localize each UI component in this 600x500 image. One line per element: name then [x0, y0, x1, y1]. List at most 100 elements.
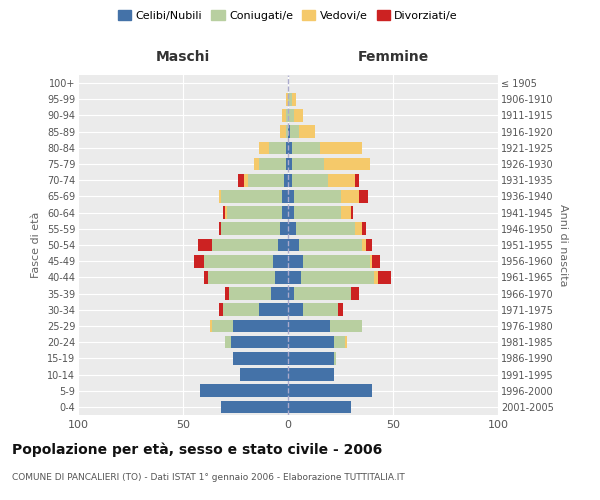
- Bar: [295, 206, 341, 219]
- Bar: [288, 222, 296, 235]
- Text: Popolazione per età, sesso e stato civile - 2006: Popolazione per età, sesso e stato civil…: [12, 442, 382, 457]
- Bar: [303, 255, 370, 268]
- Bar: [341, 206, 351, 219]
- Bar: [292, 142, 320, 154]
- Bar: [193, 255, 204, 268]
- Bar: [338, 304, 343, 316]
- Bar: [320, 142, 361, 154]
- Text: Femmine: Femmine: [358, 50, 428, 64]
- Bar: [361, 238, 366, 252]
- Bar: [286, 158, 288, 170]
- Bar: [223, 304, 259, 316]
- Bar: [282, 206, 288, 219]
- Bar: [282, 190, 288, 202]
- Bar: [288, 288, 295, 300]
- Bar: [233, 320, 288, 332]
- Bar: [288, 255, 303, 268]
- Bar: [259, 304, 288, 316]
- Bar: [271, 288, 288, 300]
- Bar: [355, 174, 359, 186]
- Bar: [345, 336, 347, 348]
- Bar: [303, 304, 338, 316]
- Bar: [288, 158, 292, 170]
- Bar: [374, 271, 379, 283]
- Bar: [288, 368, 334, 381]
- Bar: [361, 222, 366, 235]
- Bar: [288, 384, 372, 397]
- Bar: [282, 109, 286, 122]
- Bar: [284, 174, 288, 186]
- Bar: [288, 93, 292, 106]
- Bar: [286, 93, 288, 106]
- Bar: [290, 126, 299, 138]
- Bar: [218, 190, 221, 202]
- Bar: [288, 109, 295, 122]
- Bar: [295, 190, 341, 202]
- Text: COMUNE DI PANCALIERI (TO) - Dati ISTAT 1° gennaio 2006 - Elaborazione TUTTITALIA: COMUNE DI PANCALIERI (TO) - Dati ISTAT 1…: [12, 472, 405, 482]
- Bar: [254, 158, 259, 170]
- Bar: [288, 352, 334, 364]
- Bar: [280, 222, 288, 235]
- Bar: [351, 288, 359, 300]
- Bar: [198, 238, 212, 252]
- Bar: [274, 255, 288, 268]
- Bar: [286, 109, 288, 122]
- Bar: [292, 174, 328, 186]
- Bar: [288, 400, 351, 413]
- Bar: [355, 222, 362, 235]
- Bar: [288, 190, 295, 202]
- Bar: [286, 126, 288, 138]
- Bar: [366, 238, 372, 252]
- Bar: [259, 158, 286, 170]
- Bar: [218, 222, 221, 235]
- Bar: [210, 320, 212, 332]
- Bar: [288, 320, 330, 332]
- Bar: [238, 174, 244, 186]
- Bar: [248, 174, 284, 186]
- Bar: [269, 142, 286, 154]
- Bar: [286, 142, 288, 154]
- Text: Maschi: Maschi: [156, 50, 210, 64]
- Bar: [280, 126, 286, 138]
- Bar: [288, 126, 290, 138]
- Bar: [208, 271, 275, 283]
- Bar: [200, 384, 288, 397]
- Bar: [225, 288, 229, 300]
- Bar: [221, 190, 282, 202]
- Bar: [225, 206, 227, 219]
- Bar: [288, 174, 292, 186]
- Bar: [292, 93, 296, 106]
- Bar: [324, 158, 370, 170]
- Bar: [379, 271, 391, 283]
- Bar: [277, 238, 288, 252]
- Bar: [330, 320, 361, 332]
- Bar: [328, 174, 355, 186]
- Bar: [288, 142, 292, 154]
- Bar: [227, 206, 282, 219]
- Bar: [232, 336, 288, 348]
- Bar: [295, 109, 303, 122]
- Bar: [370, 255, 372, 268]
- Bar: [351, 206, 353, 219]
- Bar: [288, 271, 301, 283]
- Legend: Celibi/Nubili, Coniugati/e, Vedovi/e, Divorziati/e: Celibi/Nubili, Coniugati/e, Vedovi/e, Di…: [113, 6, 463, 25]
- Bar: [301, 271, 374, 283]
- Bar: [259, 142, 269, 154]
- Bar: [275, 271, 288, 283]
- Bar: [292, 158, 324, 170]
- Bar: [212, 238, 277, 252]
- Bar: [299, 238, 361, 252]
- Bar: [299, 126, 316, 138]
- Y-axis label: Anni di nascita: Anni di nascita: [557, 204, 568, 286]
- Bar: [334, 352, 337, 364]
- Bar: [223, 206, 225, 219]
- Bar: [334, 336, 344, 348]
- Bar: [359, 190, 368, 202]
- Bar: [288, 206, 295, 219]
- Y-axis label: Fasce di età: Fasce di età: [31, 212, 41, 278]
- Bar: [296, 222, 355, 235]
- Bar: [288, 336, 334, 348]
- Bar: [221, 400, 288, 413]
- Bar: [212, 320, 233, 332]
- Bar: [204, 271, 208, 283]
